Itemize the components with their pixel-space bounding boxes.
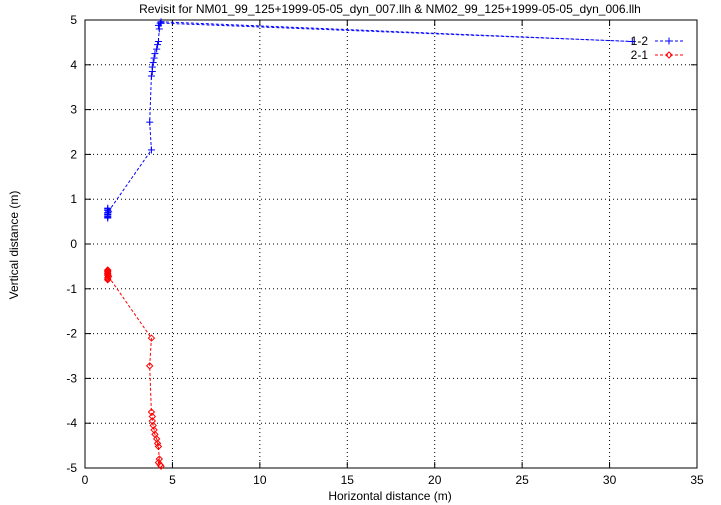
data-point — [148, 63, 156, 71]
y-tick-label: 1 — [70, 192, 77, 206]
data-point — [154, 38, 162, 46]
y-tick-label: 4 — [70, 58, 77, 72]
legend-marker — [665, 51, 673, 59]
tick-labels: 0 5 10 15 20 25 30 35 -5 -4 -3 -2 -1 0 1 2 3 4 5 — [66, 13, 704, 487]
legend-marker — [665, 37, 673, 45]
x-tick-label: 25 — [515, 473, 529, 487]
y-axis-label: Vertical distance (m) — [7, 191, 21, 300]
axes — [84, 19, 698, 469]
data-point — [104, 269, 112, 277]
y-tick-label: 5 — [70, 13, 77, 27]
data-point — [104, 209, 112, 217]
data-point — [157, 19, 165, 27]
x-tick-label: 35 — [690, 473, 704, 487]
y-tick-label: 0 — [70, 237, 77, 251]
legend: 1-2 2-1 — [631, 34, 683, 62]
data-point — [155, 25, 163, 33]
y-tick-label: -2 — [66, 327, 77, 341]
y-tick-label: -3 — [66, 371, 77, 385]
y-tick-label: 3 — [70, 103, 77, 117]
data-point — [104, 271, 112, 280]
x-tick-label: 5 — [169, 473, 176, 487]
series-1-2 — [104, 18, 636, 222]
data-point — [147, 334, 156, 342]
x-tick-label: 20 — [428, 473, 442, 487]
x-tick-label: 15 — [341, 473, 355, 487]
data-point — [147, 146, 155, 154]
data-point — [149, 59, 157, 67]
x-tick-label: 30 — [603, 473, 617, 487]
y-tick-label: -5 — [66, 461, 77, 475]
data-point — [147, 72, 155, 80]
x-axis-label: Horizontal distance (m) — [328, 489, 451, 503]
data-point — [104, 267, 112, 275]
data-point — [154, 41, 162, 49]
data-point — [150, 54, 158, 62]
series-group — [104, 18, 636, 470]
data-point — [148, 412, 157, 421]
y-tick-label: -4 — [66, 416, 77, 430]
chart-title: Revisit for NM01_99_125+1999-05-05_dyn_0… — [139, 2, 641, 16]
y-tick-label: -1 — [66, 282, 77, 296]
data-point — [154, 442, 163, 451]
data-point — [157, 462, 165, 470]
data-point — [153, 439, 162, 448]
data-point — [104, 275, 112, 283]
data-point — [146, 118, 154, 126]
legend-label-1-2: 1-2 — [631, 34, 649, 48]
data-point — [151, 50, 159, 58]
legend-label-2-1: 2-1 — [631, 48, 649, 62]
data-point — [104, 276, 112, 284]
series-2-1 — [104, 266, 165, 470]
plot-frame — [84, 19, 698, 469]
x-tick-label: 10 — [253, 473, 267, 487]
data-point — [145, 362, 154, 370]
y-tick-label: 2 — [70, 147, 77, 161]
x-tick-label: 0 — [82, 473, 89, 487]
data-point — [628, 38, 636, 46]
data-point — [153, 45, 161, 53]
